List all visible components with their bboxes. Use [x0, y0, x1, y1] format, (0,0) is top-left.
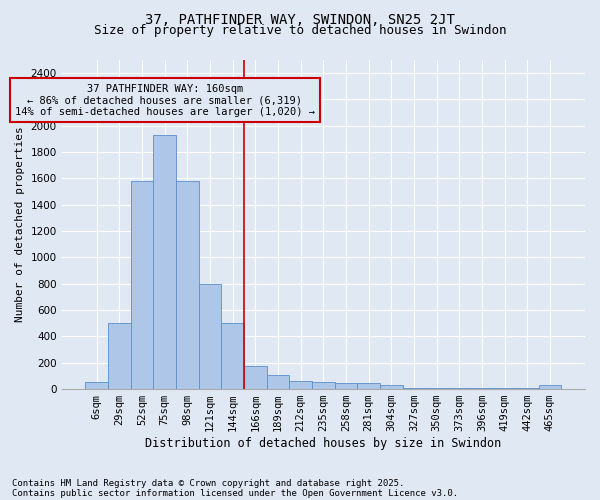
Text: Size of property relative to detached houses in Swindon: Size of property relative to detached ho…: [94, 24, 506, 37]
Bar: [403, 388, 425, 389]
Bar: [425, 388, 448, 389]
Bar: [221, 324, 244, 389]
Bar: [244, 366, 266, 389]
Bar: [516, 388, 539, 389]
Bar: [108, 324, 131, 389]
Bar: [448, 388, 470, 389]
Bar: [312, 382, 335, 389]
Bar: [539, 385, 561, 389]
Bar: [85, 382, 108, 389]
Bar: [289, 381, 312, 389]
Text: 37 PATHFINDER WAY: 160sqm
← 86% of detached houses are smaller (6,319)
14% of se: 37 PATHFINDER WAY: 160sqm ← 86% of detac…: [15, 84, 315, 117]
Bar: [176, 181, 199, 389]
Bar: [493, 388, 516, 389]
Bar: [131, 181, 154, 389]
Text: 37, PATHFINDER WAY, SWINDON, SN25 2JT: 37, PATHFINDER WAY, SWINDON, SN25 2JT: [145, 12, 455, 26]
Text: Contains HM Land Registry data © Crown copyright and database right 2025.: Contains HM Land Registry data © Crown c…: [12, 478, 404, 488]
Bar: [335, 382, 358, 389]
Bar: [199, 284, 221, 389]
X-axis label: Distribution of detached houses by size in Swindon: Distribution of detached houses by size …: [145, 437, 502, 450]
Y-axis label: Number of detached properties: Number of detached properties: [15, 126, 25, 322]
Bar: [358, 383, 380, 389]
Bar: [154, 135, 176, 389]
Bar: [380, 385, 403, 389]
Bar: [266, 374, 289, 389]
Text: Contains public sector information licensed under the Open Government Licence v3: Contains public sector information licen…: [12, 488, 458, 498]
Bar: [470, 388, 493, 389]
